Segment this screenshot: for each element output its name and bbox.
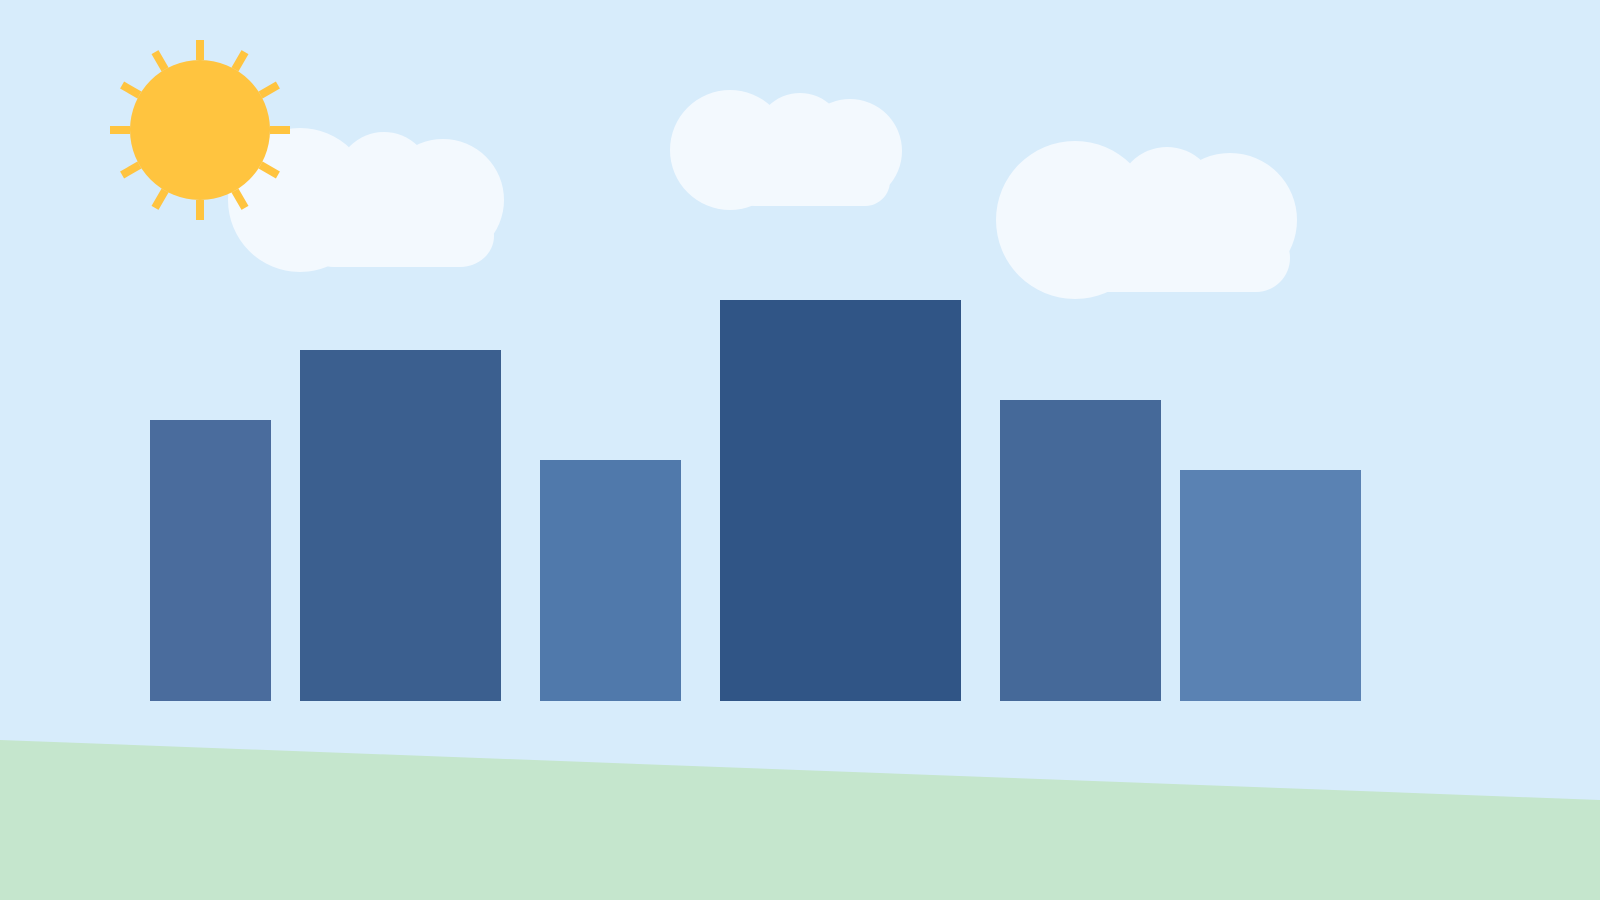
sun-ray <box>231 188 249 210</box>
cloud-center <box>670 90 902 210</box>
cloud-left <box>228 128 504 272</box>
sun-ray <box>258 81 280 99</box>
building-4 <box>720 300 961 701</box>
sun-ray <box>151 50 169 72</box>
sun-ray <box>258 161 280 179</box>
sun-ray <box>120 161 142 179</box>
sun-ray <box>151 188 169 210</box>
sun-ray <box>231 50 249 72</box>
buildings <box>150 300 1361 701</box>
cloud-right <box>996 141 1297 299</box>
building-3 <box>540 460 681 701</box>
ground <box>0 740 1600 900</box>
building-1 <box>150 420 271 701</box>
sun-rays <box>110 40 290 220</box>
building-2 <box>300 350 501 701</box>
sun-disc <box>130 60 270 200</box>
building-6 <box>1180 470 1361 701</box>
sun-ray <box>120 81 142 99</box>
building-5 <box>1000 400 1161 701</box>
sun <box>110 40 290 220</box>
